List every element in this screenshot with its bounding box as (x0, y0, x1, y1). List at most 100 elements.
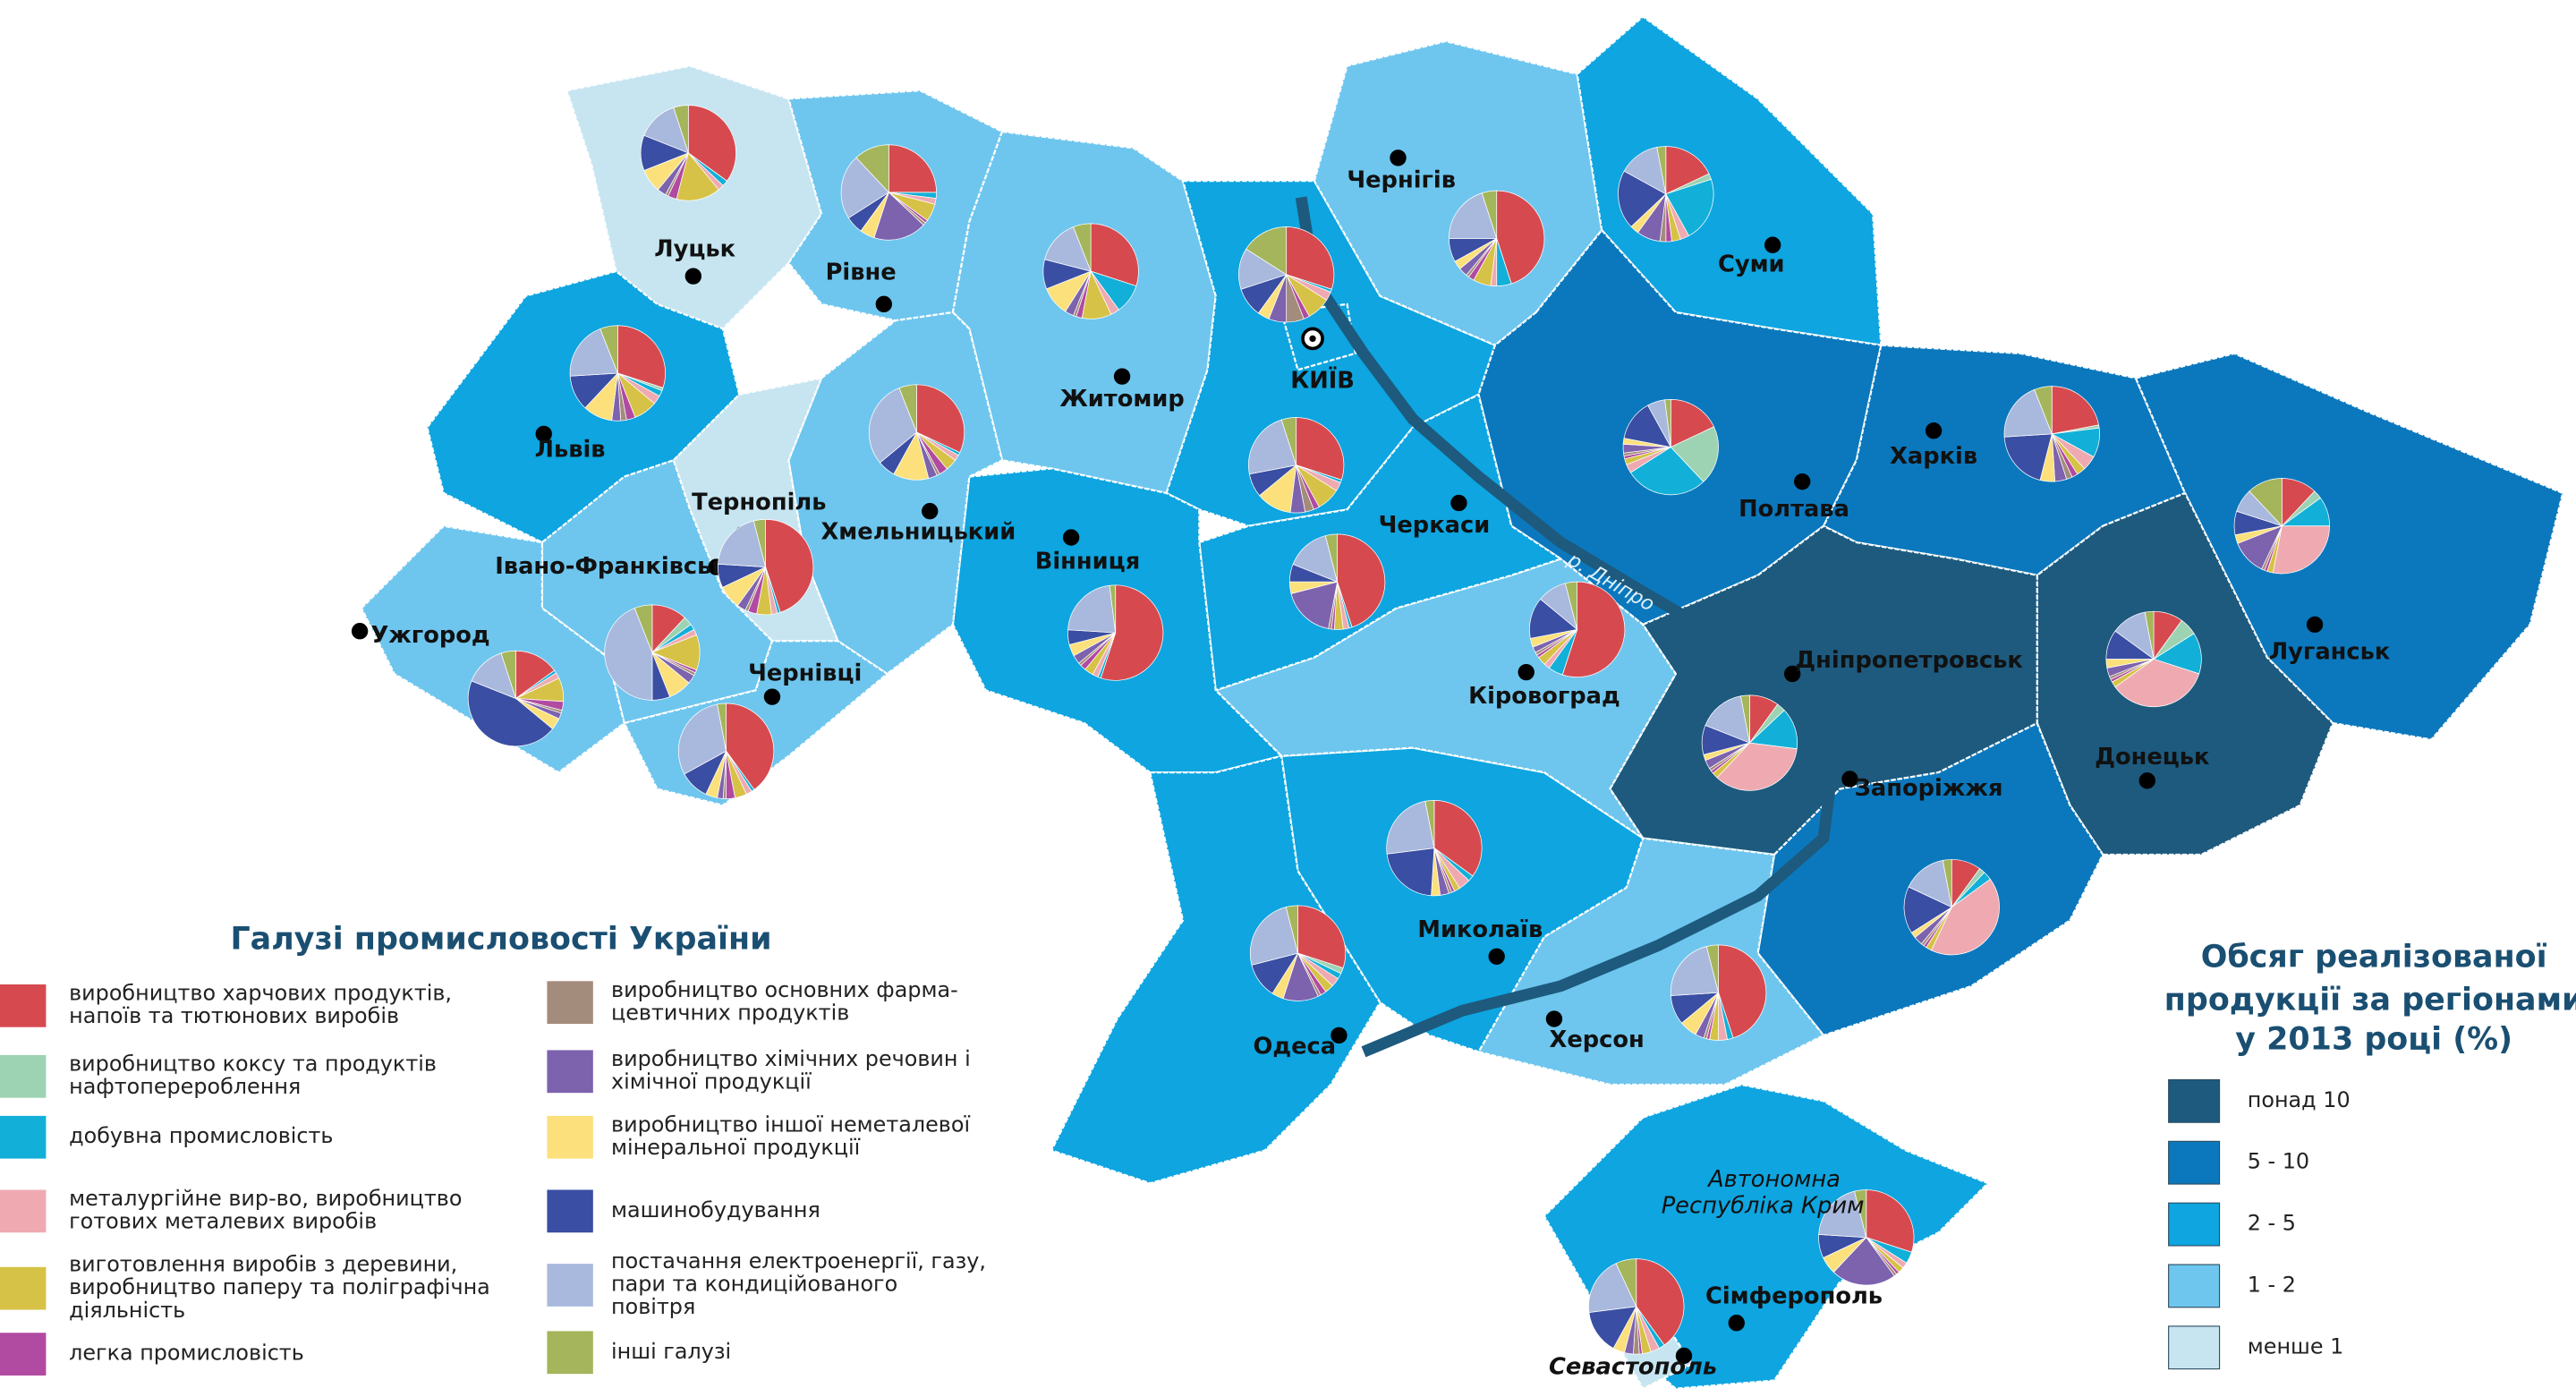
legend-label: мінеральної продукції (611, 1135, 861, 1160)
pie-slice (1705, 695, 1750, 744)
legend-swatch (0, 1266, 47, 1310)
city-label: Суми (1718, 251, 1785, 277)
pie-slice (2114, 659, 2200, 707)
pie-slice (1588, 1263, 1637, 1313)
pie-slice (765, 518, 814, 613)
legend-swatch (547, 1331, 593, 1375)
city-dot (351, 623, 369, 640)
pie-slice (1285, 905, 1298, 954)
pie-slice (726, 703, 775, 790)
legend-swatch (0, 1054, 47, 1098)
city-label: Черкаси (1379, 512, 1491, 539)
pie-slice (633, 604, 653, 653)
pie-slice (1245, 226, 1288, 276)
city-dot (1309, 335, 1316, 343)
city-dot (1545, 1010, 1563, 1027)
city-dot (1784, 665, 1801, 683)
city-label: Луганськ (2269, 639, 2391, 666)
city-label: Полтава (1739, 496, 1849, 523)
legend-label: постачання електроенергії, газу, (611, 1248, 986, 1273)
pie-slice (1618, 170, 1667, 227)
pie-slice (2249, 478, 2283, 527)
city-dot (875, 295, 893, 313)
pie-slice (1670, 426, 1719, 482)
region (2134, 352, 2564, 741)
pie-slice (1942, 859, 1952, 907)
pie-slice (1665, 146, 1710, 195)
legend-swatch (2168, 1140, 2221, 1185)
pie-slice (1670, 398, 1714, 448)
city-dot (763, 688, 781, 705)
pie-slice (1067, 584, 1117, 634)
pie-slice (1716, 742, 1798, 791)
pie-slice (1297, 905, 1347, 969)
city-label: Тернопіль (692, 490, 826, 516)
pie-slice (1740, 694, 1750, 744)
dnipro-river (1295, 196, 1838, 1058)
city-label: Сімферополь (1705, 1282, 1883, 1309)
city-label: Харків (1890, 443, 1977, 470)
pie-slice (1044, 226, 1092, 272)
city-dot (1331, 1026, 1348, 1044)
city-dot (684, 268, 702, 285)
pie-slice (687, 105, 736, 182)
city-label: Херсон (1550, 1026, 1645, 1053)
pie-slice (500, 650, 516, 699)
legend-label: готових металевих виробів (69, 1209, 377, 1234)
city-dot (1925, 422, 1943, 439)
pie-slice (1564, 581, 1578, 630)
city-dot (1450, 494, 1467, 512)
city-dot (1764, 236, 1781, 253)
pie-slice (2003, 388, 2053, 438)
legend-label: виробництво основних фарма- (611, 977, 958, 1002)
pie-slice (1664, 398, 1671, 447)
legend-label: 2 - 5 (2248, 1211, 2296, 1236)
city-dot (1675, 1347, 1693, 1365)
city-dot (922, 503, 939, 520)
city-label: Рівне (826, 259, 897, 285)
pie-slice (2272, 525, 2330, 575)
pie-slice (1903, 886, 1953, 933)
pie-slice (1705, 944, 1719, 993)
pie-slice (1908, 859, 1952, 908)
pie-slice (1324, 533, 1338, 583)
city-label: Донецьк (2095, 744, 2210, 771)
pie-slice (673, 105, 689, 154)
volume-legend-title: Обсяг реалізованої (2201, 940, 2547, 975)
pie-slice (1296, 417, 1345, 481)
pies-layer (467, 105, 2330, 1355)
legend-label: діяльність (69, 1298, 185, 1323)
city-label: КИЇВ (1290, 366, 1355, 395)
pie-slice (718, 520, 767, 568)
legend-swatch (547, 981, 593, 1025)
legend-swatch (2168, 1264, 2221, 1308)
pie-slice (1615, 1258, 1637, 1308)
city-label: Ужгород (370, 622, 489, 649)
pie-slice (1337, 533, 1386, 628)
city-label: Луцьк (654, 236, 735, 263)
legend-swatch (0, 1333, 47, 1376)
city-dot (1518, 663, 1535, 681)
legend-swatch (2168, 1078, 2221, 1123)
city-label: Львів (535, 437, 606, 464)
city-dot (1841, 771, 1858, 788)
pie-slice (2034, 386, 2053, 435)
legend-label: виробництво коксу та продуктів (69, 1051, 437, 1076)
pie-slice (752, 518, 766, 567)
pie-slice (1386, 800, 1435, 855)
city-dot (1390, 149, 1407, 166)
pie-slice (569, 328, 618, 377)
pie-slice (1656, 146, 1667, 194)
legend-label: виробництво хімічних речовин і (611, 1046, 971, 1071)
pie-slice (898, 384, 917, 433)
legend-swatch (2168, 1325, 2221, 1370)
pie-slice (1629, 447, 1705, 496)
pie-slice (1100, 584, 1164, 681)
pie-slice (2003, 433, 2053, 481)
pie-slice (1561, 581, 1626, 677)
industry-legend-title: Галузі промисловості України (230, 921, 771, 957)
legend-label: металургійне вир-во, виробництво (69, 1186, 462, 1211)
pie-slice (873, 192, 924, 241)
volume-legend-title: у 2013 році (%) (2235, 1021, 2512, 1057)
